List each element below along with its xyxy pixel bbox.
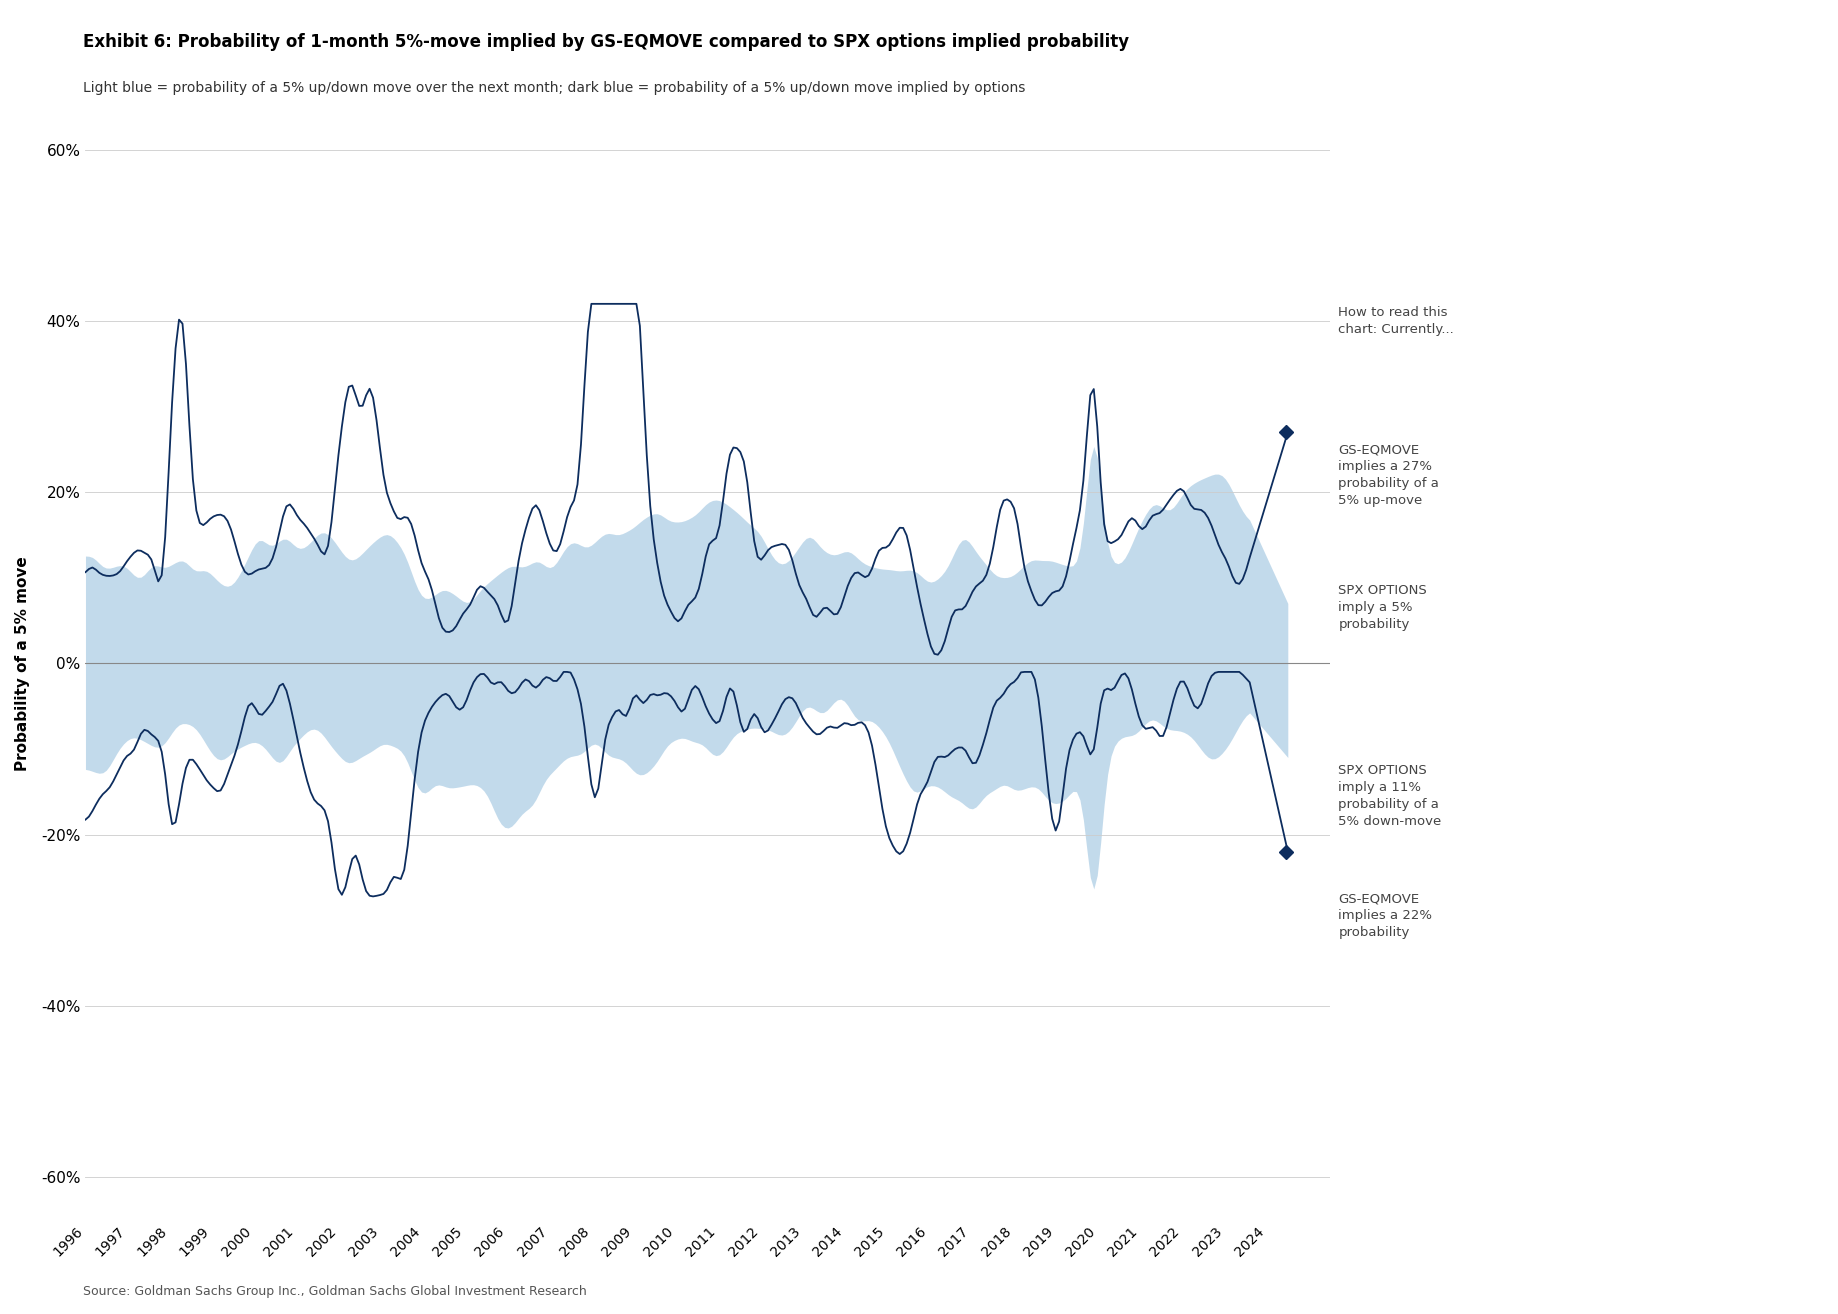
Text: Light blue = probability of a 5% up/down move over the next month; dark blue = p: Light blue = probability of a 5% up/down… <box>83 81 1026 96</box>
Text: SPX OPTIONS
imply a 5%
probability: SPX OPTIONS imply a 5% probability <box>1338 585 1426 631</box>
Text: GS-EQMOVE
implies a 22%
probability: GS-EQMOVE implies a 22% probability <box>1338 892 1432 940</box>
Y-axis label: Probability of a 5% move: Probability of a 5% move <box>15 556 29 771</box>
Text: SPX OPTIONS
imply a 11%
probability of a
5% down-move: SPX OPTIONS imply a 11% probability of a… <box>1338 763 1441 828</box>
Text: Source: Goldman Sachs Group Inc., Goldman Sachs Global Investment Research: Source: Goldman Sachs Group Inc., Goldma… <box>83 1285 586 1298</box>
Text: Exhibit 6: Probability of 1-month 5%-move implied by GS-EQMOVE compared to SPX o: Exhibit 6: Probability of 1-month 5%-mov… <box>83 33 1129 51</box>
Text: How to read this
chart: Currently...: How to read this chart: Currently... <box>1338 306 1454 336</box>
Text: GS-EQMOVE
implies a 27%
probability of a
5% up-move: GS-EQMOVE implies a 27% probability of a… <box>1338 443 1439 507</box>
